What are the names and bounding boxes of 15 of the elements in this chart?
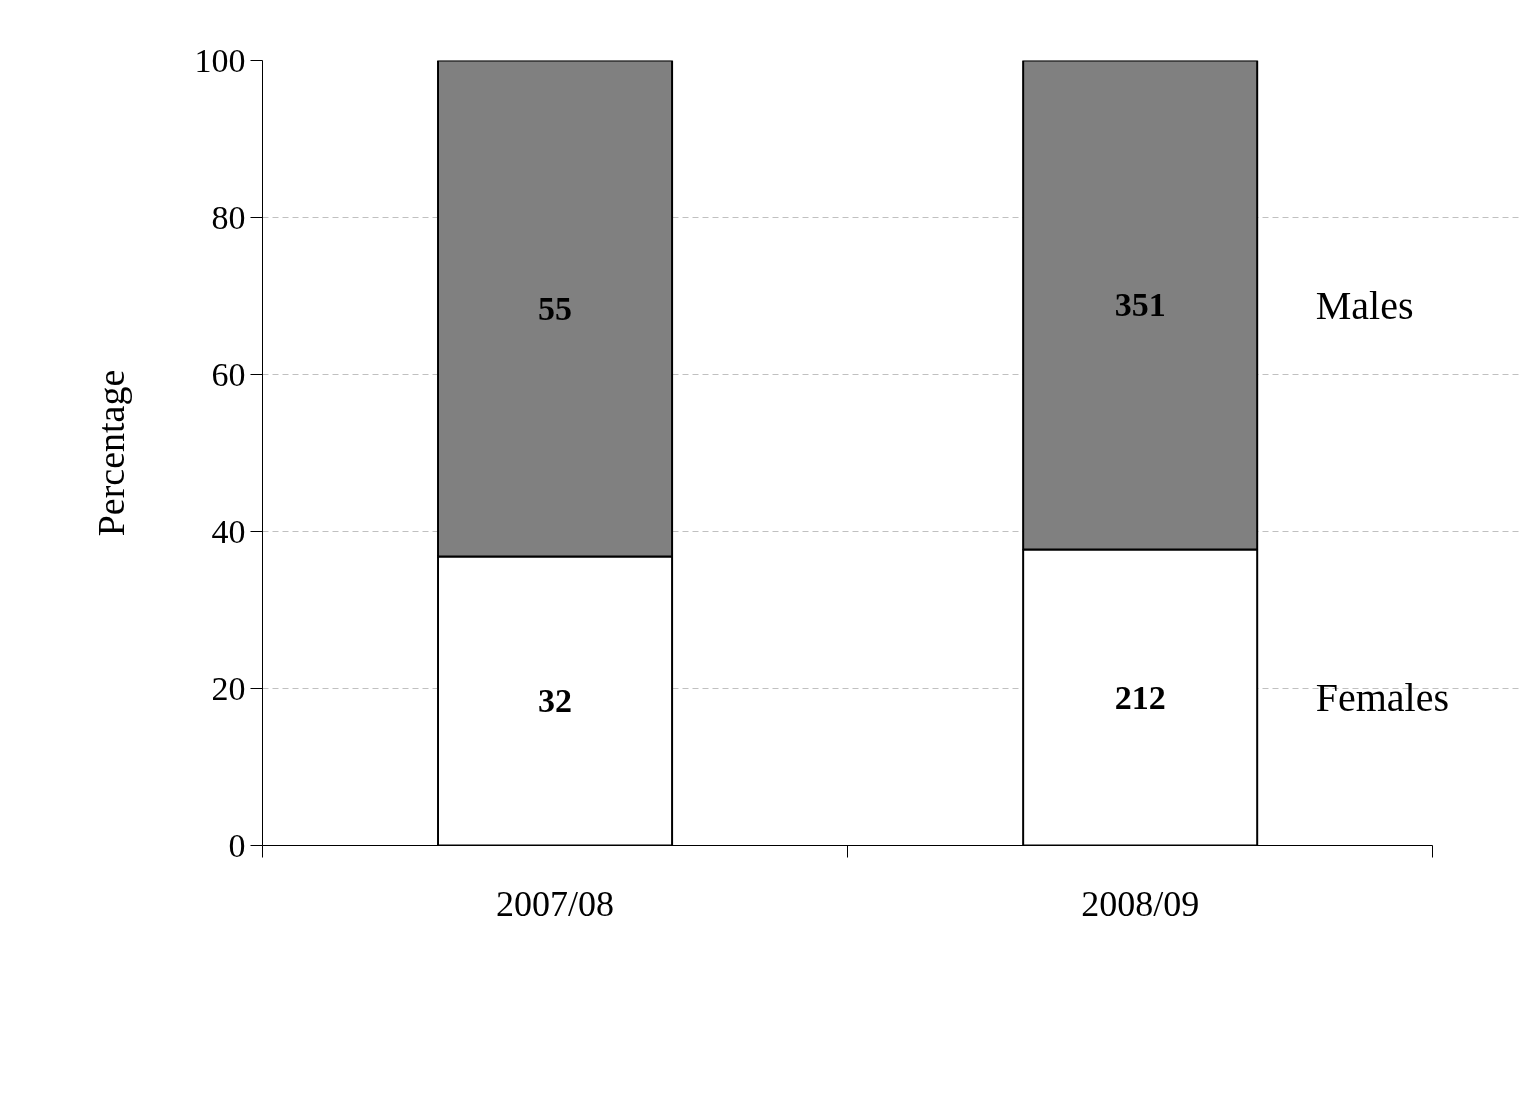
annotation: 212: [1114, 678, 1166, 716]
y-axis-title: Percentage: [89, 369, 132, 537]
y-tick-label: 80: [211, 198, 246, 236]
y-tick-label: 40: [211, 512, 246, 550]
series-label: Males: [1315, 282, 1414, 328]
y-tick-label: 60: [211, 355, 246, 393]
x-tick-label: 2008/09: [1081, 883, 1200, 924]
y-tick-label: 0: [228, 826, 246, 864]
y-tick-label: 100: [194, 41, 246, 79]
annotation: 32: [538, 682, 573, 720]
annotation: 55: [538, 289, 573, 327]
y-tick-label: 20: [211, 669, 246, 707]
series-label: Females: [1315, 675, 1450, 721]
annotation: 351: [1114, 286, 1166, 324]
x-tick-label: 2007/08: [496, 883, 615, 924]
